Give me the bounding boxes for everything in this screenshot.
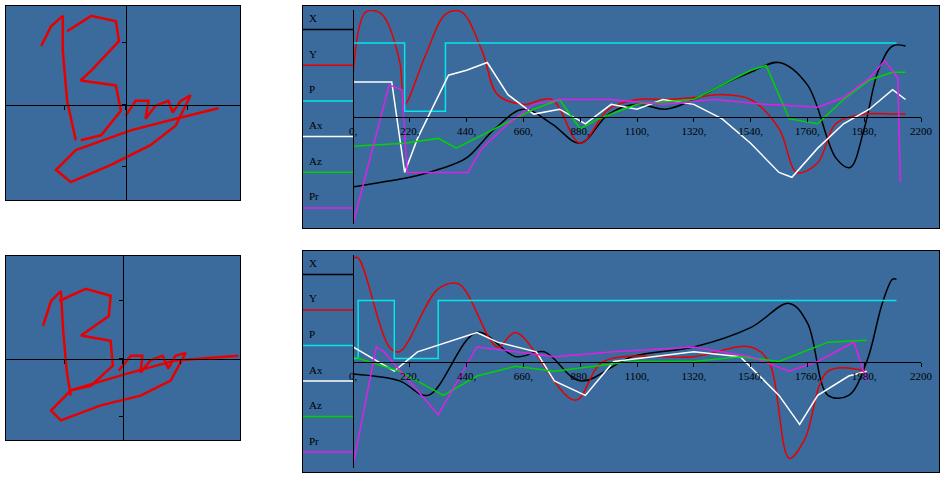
svg-text:1760,: 1760, xyxy=(795,370,820,382)
svg-text:1980,: 1980, xyxy=(852,125,877,137)
svg-text:Ax: Ax xyxy=(309,364,323,376)
svg-text:Az: Az xyxy=(309,399,322,411)
svg-text:660,: 660, xyxy=(514,370,534,382)
svg-text:1760,: 1760, xyxy=(795,125,820,137)
svg-text:1980,: 1980, xyxy=(852,370,877,382)
svg-text:X: X xyxy=(309,257,317,269)
svg-text:Ax: Ax xyxy=(309,119,323,131)
svg-text:Y: Y xyxy=(309,292,317,304)
svg-text:1100,: 1100, xyxy=(625,125,650,137)
svg-text:1320,: 1320, xyxy=(681,125,706,137)
svg-text:1100,: 1100, xyxy=(625,370,650,382)
svg-text:880,: 880, xyxy=(571,125,591,137)
svg-text:880,: 880, xyxy=(571,370,591,382)
svg-text:Az: Az xyxy=(309,155,322,167)
svg-text:P: P xyxy=(309,83,315,95)
svg-text:P: P xyxy=(309,328,315,340)
svg-text:Pr: Pr xyxy=(309,435,319,447)
svg-text:440,: 440, xyxy=(457,370,477,382)
svg-text:220,: 220, xyxy=(400,125,420,137)
svg-text:440,: 440, xyxy=(457,125,477,137)
svg-text:2200: 2200 xyxy=(910,125,933,137)
svg-text:1540,: 1540, xyxy=(738,125,763,137)
svg-text:Pr: Pr xyxy=(309,190,319,202)
svg-text:220,: 220, xyxy=(400,370,420,382)
svg-text:Y: Y xyxy=(309,48,317,60)
svg-text:0,: 0, xyxy=(349,370,358,382)
svg-text:1540,: 1540, xyxy=(738,370,763,382)
svg-text:X: X xyxy=(309,12,317,24)
svg-text:1320,: 1320, xyxy=(681,370,706,382)
svg-text:2200: 2200 xyxy=(910,370,933,382)
svg-text:660,: 660, xyxy=(514,125,534,137)
svg-text:0,: 0, xyxy=(349,125,358,137)
